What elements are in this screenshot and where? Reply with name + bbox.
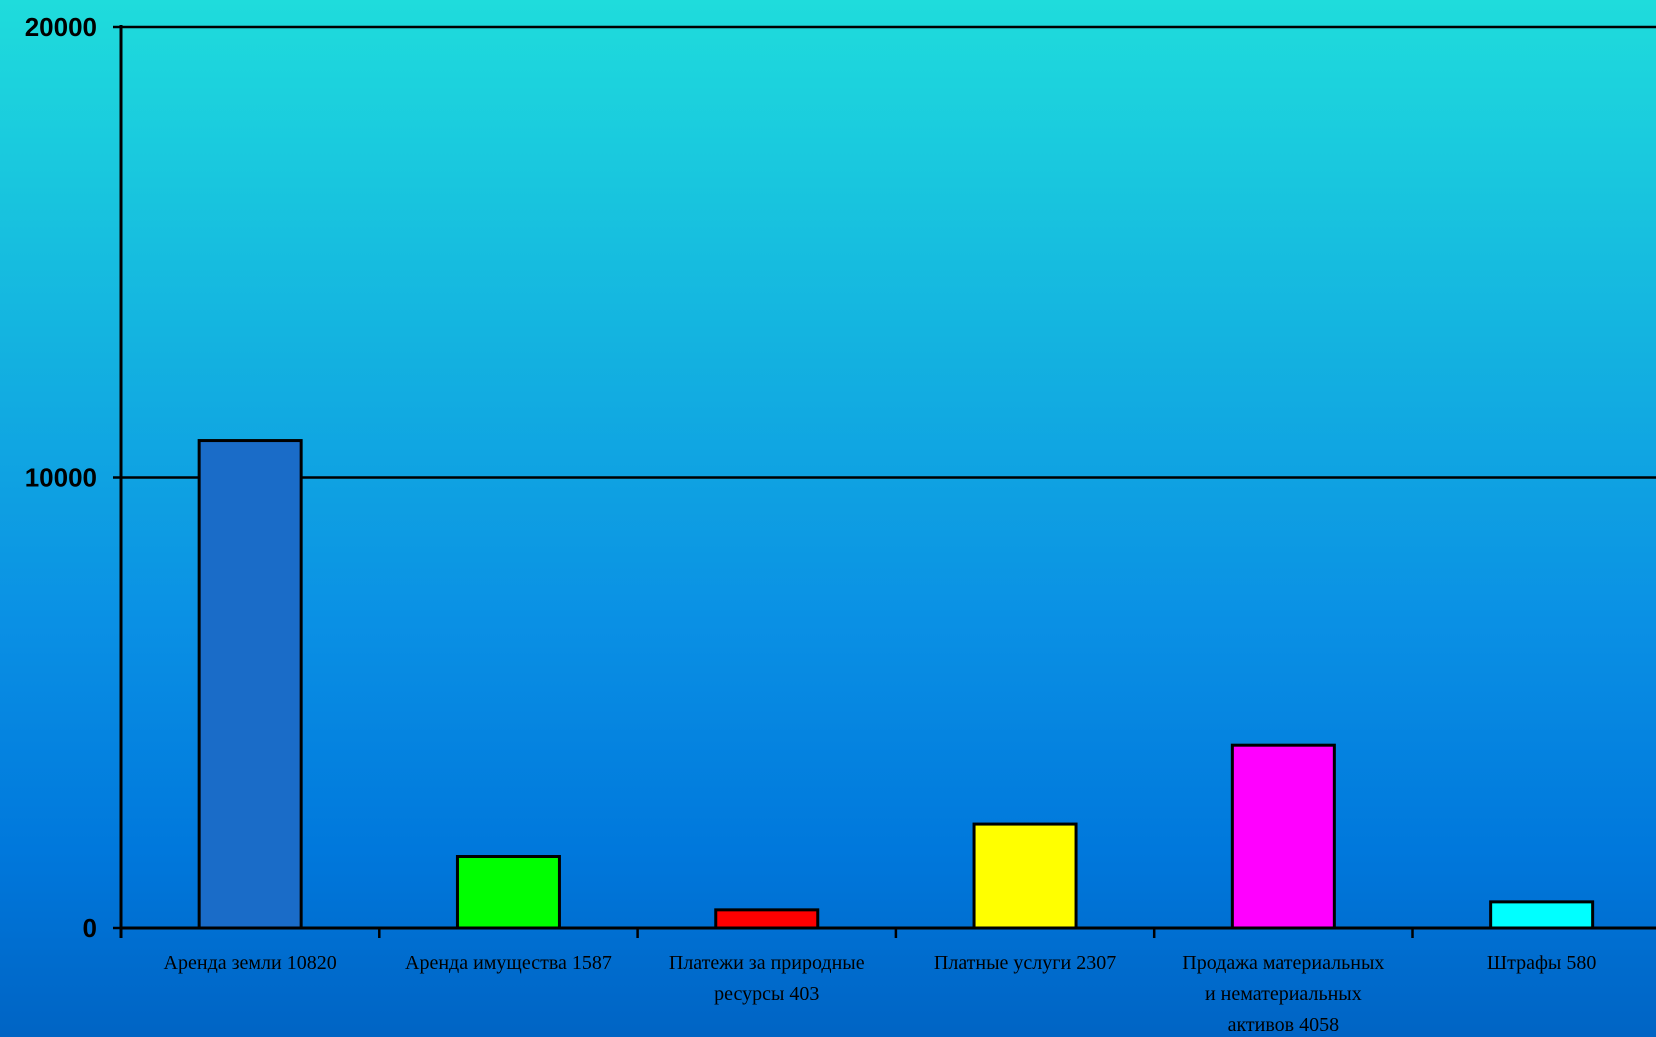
x-tick-label: Аренда земли 10820 <box>164 952 337 974</box>
x-tick-label-line: Продажа материальных <box>1182 952 1384 974</box>
x-tick-label-line: Аренда имущества 1587 <box>405 952 612 974</box>
bar <box>455 855 561 930</box>
y-tick-label: 20000 <box>25 12 97 42</box>
gridlines <box>121 25 1656 479</box>
bar <box>714 908 820 930</box>
bars <box>197 439 1595 930</box>
x-tick-label-line: Платежи за природные <box>669 952 865 974</box>
x-tick-label: Аренда имущества 1587 <box>405 952 612 974</box>
x-tick-label-line: Штрафы 580 <box>1487 952 1596 974</box>
tick-labels: 0 10000 20000 Аренда земли 10820 Аренда имущ… <box>25 12 1597 1036</box>
bar <box>1230 743 1336 930</box>
x-tick-label: Штрафы 580 <box>1487 952 1596 974</box>
x-tick-label-line: и нематериальных <box>1205 983 1362 1005</box>
x-tick-label: Продажа материальных и нематериальных акти… <box>1182 952 1384 1036</box>
x-tick-label-line: ресурсы 403 <box>714 983 819 1005</box>
x-tick-label: Платежи за природные ресурсы 403 <box>669 952 865 1005</box>
y-tick-label: 10000 <box>25 463 97 493</box>
y-tick-label: 0 <box>83 913 97 943</box>
bar <box>972 822 1078 930</box>
bar <box>197 439 303 930</box>
x-tick-label-line: активов 4058 <box>1228 1014 1340 1036</box>
axes <box>113 25 1656 938</box>
x-tick-label: Платные услуги 2307 <box>934 952 1116 974</box>
x-tick-label-line: Аренда земли 10820 <box>164 952 337 974</box>
bar <box>1489 900 1595 930</box>
x-tick-label-line: Платные услуги 2307 <box>934 952 1116 974</box>
